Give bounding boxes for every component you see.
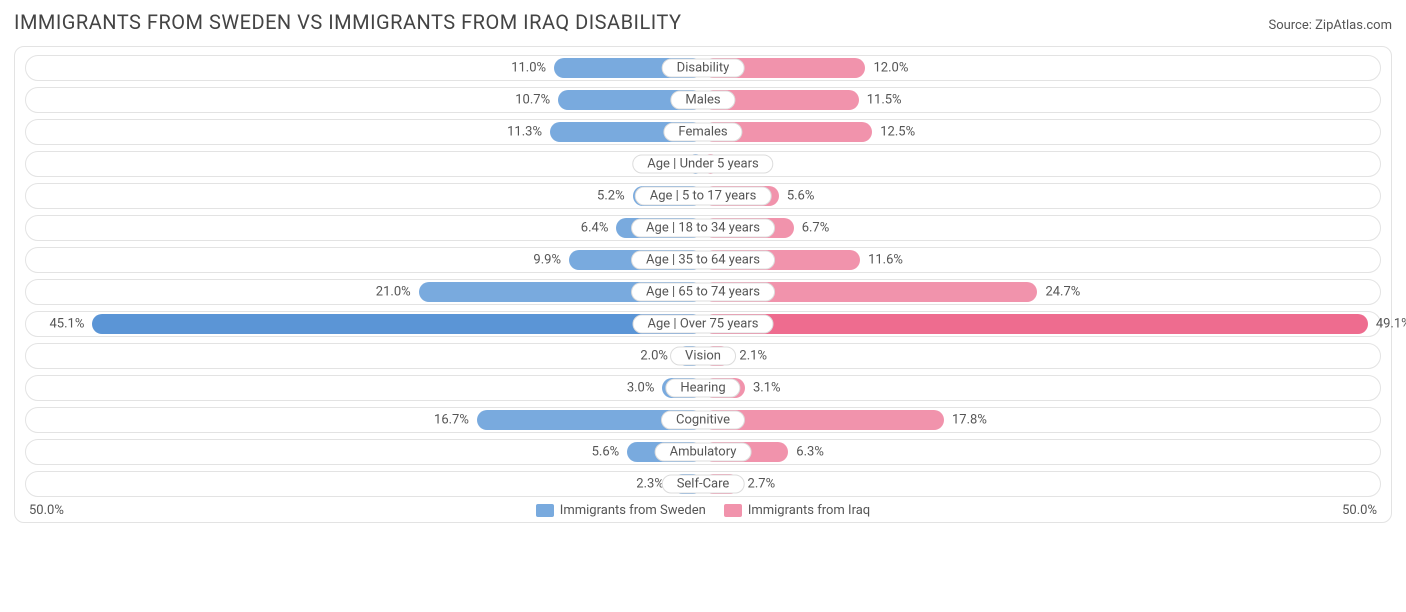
value-left: 5.2% [597, 189, 625, 204]
legend-item-sweden: Immigrants from Sweden [536, 503, 706, 518]
legend-swatch-sweden [536, 504, 554, 517]
value-left: 2.3% [636, 477, 664, 492]
chart-row: 16.7% 17.8% Cognitive [25, 407, 1381, 433]
legend-label-iraq: Immigrants from Iraq [748, 503, 870, 518]
category-label: Self-Care [662, 475, 745, 494]
chart-row: 45.1%49.1%Age | Over 75 years [25, 311, 1381, 337]
value-right: 49.1% [1376, 317, 1406, 332]
axis-right-label: 50.0% [1342, 503, 1377, 518]
chart-row: 10.7% 11.5% Males [25, 87, 1381, 113]
value-right: 24.7% [1045, 285, 1080, 300]
chart-footer: 50.0% Immigrants from Sweden Immigrants … [25, 503, 1381, 518]
value-left: 9.9% [533, 253, 561, 268]
legend-label-sweden: Immigrants from Sweden [560, 503, 706, 518]
category-label: Age | Over 75 years [633, 315, 774, 334]
chart-row: 11.3% 12.5% Females [25, 119, 1381, 145]
value-left: 16.7% [434, 413, 469, 428]
value-right: 5.6% [787, 189, 815, 204]
category-label: Males [670, 91, 735, 110]
chart-row: 9.9% 11.6% Age | 35 to 64 years [25, 247, 1381, 273]
chart-row: 3.0% 3.1% Hearing [25, 375, 1381, 401]
category-label: Females [663, 123, 742, 142]
value-right: 12.5% [880, 125, 915, 140]
value-right: 3.1% [753, 381, 781, 396]
value-left: 21.0% [376, 285, 411, 300]
chart-row: 6.4% 6.7% Age | 18 to 34 years [25, 215, 1381, 241]
category-label: Cognitive [661, 411, 745, 430]
chart-rows: 11.0% 12.0% Disability 10.7% 11.5% Males 11.3%… [25, 55, 1381, 497]
category-label: Age | 35 to 64 years [631, 251, 775, 270]
value-left: 45.1% [49, 317, 84, 332]
chart-title: IMMIGRANTS FROM SWEDEN VS IMMIGRANTS FRO… [14, 10, 682, 34]
legend-item-iraq: Immigrants from Iraq [724, 503, 870, 518]
chart-row: 21.0% 24.7% Age | 65 to 74 years [25, 279, 1381, 305]
value-right: 11.6% [868, 253, 903, 268]
chart-container: 11.0% 12.0% Disability 10.7% 11.5% Males 11.3%… [14, 46, 1392, 523]
value-left: 11.0% [511, 61, 546, 76]
value-right: 12.0% [873, 61, 908, 76]
value-left: 6.4% [581, 221, 609, 236]
value-right: 2.1% [739, 349, 767, 364]
category-label: Disability [662, 59, 745, 78]
chart-row: 11.0% 12.0% Disability [25, 55, 1381, 81]
source-label: Source: ZipAtlas.com [1268, 18, 1392, 33]
bar-left [92, 314, 703, 334]
value-right: 6.3% [796, 445, 824, 460]
value-left: 11.3% [507, 125, 542, 140]
category-label: Hearing [665, 379, 740, 398]
axis-left-label: 50.0% [29, 503, 64, 518]
chart-row: 1.1%1.1%Age | Under 5 years [25, 151, 1381, 177]
value-right: 6.7% [802, 221, 830, 236]
category-label: Age | 18 to 34 years [631, 219, 775, 238]
category-label: Age | 65 to 74 years [631, 283, 775, 302]
value-right: 2.7% [748, 477, 776, 492]
value-left: 3.0% [627, 381, 655, 396]
header: IMMIGRANTS FROM SWEDEN VS IMMIGRANTS FRO… [14, 10, 1392, 34]
value-left: 2.0% [640, 349, 668, 364]
value-right: 17.8% [952, 413, 987, 428]
category-label: Vision [670, 347, 736, 366]
bar-right [703, 314, 1368, 334]
legend: Immigrants from Sweden Immigrants from I… [536, 503, 870, 518]
category-label: Ambulatory [655, 443, 752, 462]
chart-row: 5.6% 6.3% Ambulatory [25, 439, 1381, 465]
chart-row: 2.0% 2.1%Vision [25, 343, 1381, 369]
chart-row: 5.2% 5.6% Age | 5 to 17 years [25, 183, 1381, 209]
value-right: 11.5% [867, 93, 902, 108]
value-left: 5.6% [592, 445, 620, 460]
value-left: 10.7% [515, 93, 550, 108]
category-label: Age | Under 5 years [632, 155, 773, 174]
category-label: Age | 5 to 17 years [635, 187, 772, 206]
chart-row: 2.3% 2.7%Self-Care [25, 471, 1381, 497]
legend-swatch-iraq [724, 504, 742, 517]
